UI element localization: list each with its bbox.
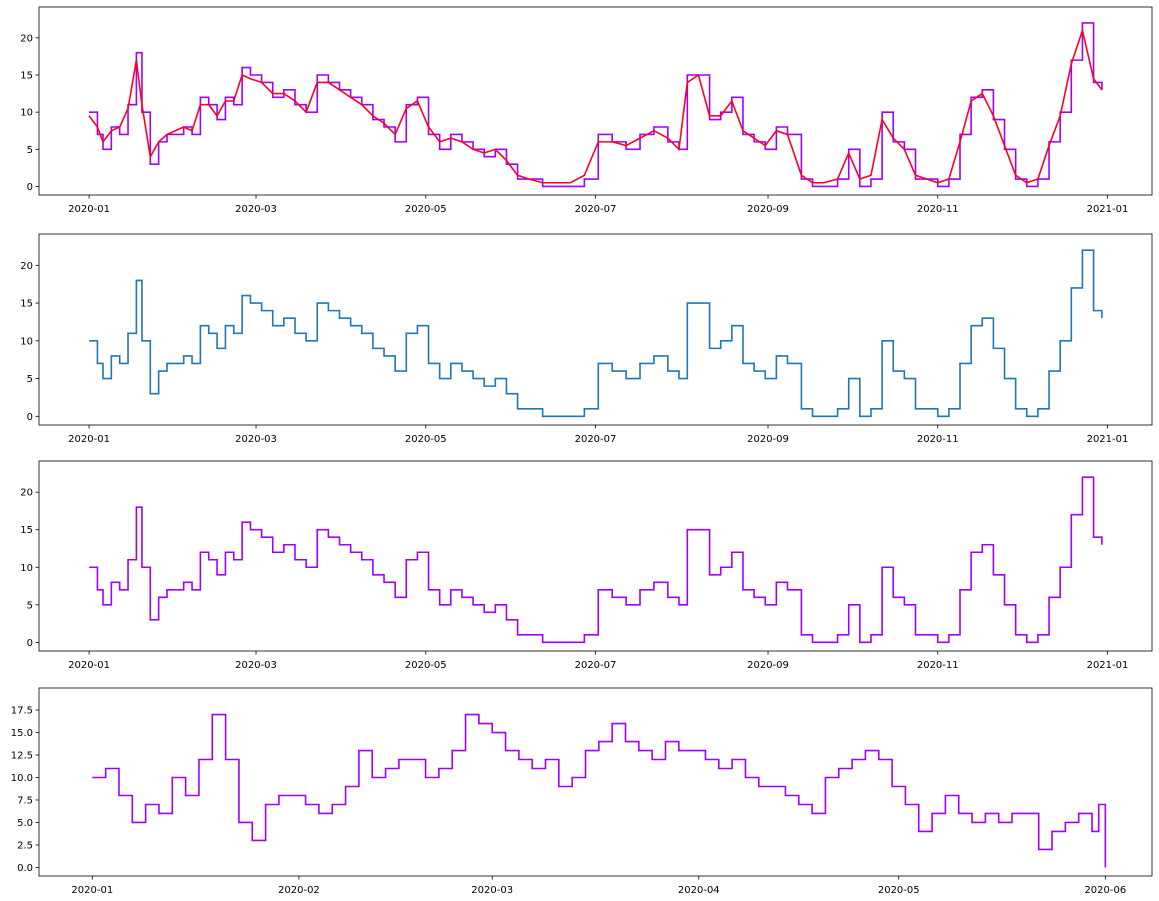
y-tick-label: 0	[27, 638, 33, 649]
y-tick-label: 5	[27, 145, 33, 156]
x-tick-label: 2020-11	[917, 434, 959, 445]
series-line-1	[92, 713, 1107, 868]
y-tick-label: 7.5	[17, 795, 33, 806]
y-tick-label: 20	[20, 261, 33, 272]
y-tick-label: 15	[20, 299, 33, 310]
axes-frame	[38, 687, 1153, 877]
y-tick-label: 10.0	[11, 773, 33, 784]
x-tick-label: 2020-04	[678, 885, 720, 896]
x-tick-label: 2020-09	[747, 434, 789, 445]
y-tick-label: 12.5	[11, 751, 33, 762]
chart-panel-3: 0 5 10 15 20 2020-01 2020-03 2020-05 2020-07 2020…	[20, 460, 1153, 671]
x-tick-label: 2020-01	[68, 434, 110, 445]
x-tick-label: 2020-03	[471, 885, 513, 896]
x-tick-label: 2021-01	[1087, 660, 1129, 671]
y-tick-label: 0	[27, 182, 33, 193]
series-line-1	[89, 22, 1103, 188]
y-tick-label: 10	[20, 563, 33, 574]
y-tick-label: 5	[27, 374, 33, 385]
y-tick-label: 20	[20, 33, 33, 44]
x-tick-label: 2020-03	[235, 660, 277, 671]
x-tick-label: 2020-02	[278, 885, 320, 896]
x-tick-label: 2020-05	[405, 660, 447, 671]
y-tick-label: 2.5	[17, 840, 33, 851]
x-tick-label: 2020-03	[235, 434, 277, 445]
y-tick-label: 15	[20, 525, 33, 536]
x-tick-label: 2020-01	[71, 885, 113, 896]
x-tick-label: 2021-01	[1087, 434, 1129, 445]
y-tick-label: 20	[20, 488, 33, 499]
x-tick-label: 2020-05	[405, 434, 447, 445]
x-tick-label: 2021-01	[1087, 204, 1129, 215]
x-tick-label: 2020-11	[917, 204, 959, 215]
x-tick-label: 2020-07	[575, 434, 617, 445]
y-tick-label: 17.5	[11, 706, 33, 717]
x-tick-label: 2020-07	[575, 660, 617, 671]
chart-panel-2: 0 5 10 15 20 2020-01 2020-03 2020-05 2020-07 2020…	[20, 233, 1153, 445]
x-tick-label: 2020-09	[747, 660, 789, 671]
series-line-1	[89, 476, 1103, 644]
series-line-2	[88, 27, 1103, 184]
x-tick-label: 2020-11	[917, 660, 959, 671]
x-tick-label: 2020-09	[747, 204, 789, 215]
y-tick-label: 5	[27, 600, 33, 611]
x-tick-label: 2020-06	[1084, 885, 1126, 896]
x-tick-label: 2020-01	[68, 204, 110, 215]
x-tick-label: 2020-03	[235, 204, 277, 215]
series-line-1	[89, 249, 1103, 418]
chart-panel-1: 0 5 10 15 20 2020-01 2020-03 2020-05 2020-07 2020…	[20, 6, 1153, 215]
y-tick-label: 10	[20, 336, 33, 347]
x-tick-label: 2020-05	[405, 204, 447, 215]
x-tick-label: 2020-01	[68, 660, 110, 671]
x-tick-label: 2020-05	[878, 885, 920, 896]
y-tick-label: 10	[20, 108, 33, 119]
y-tick-label: 0	[27, 412, 33, 423]
y-tick-label: 15.0	[11, 728, 33, 739]
y-tick-label: 5.0	[17, 818, 33, 829]
x-tick-label: 2020-07	[575, 204, 617, 215]
y-tick-label: 15	[20, 70, 33, 81]
chart-panel-4: 0.0 2.5 5.0 7.5 10.0 12.5 15.0 17.5 2020-01 2020-…	[11, 687, 1153, 896]
y-tick-label: 0.0	[17, 863, 33, 874]
